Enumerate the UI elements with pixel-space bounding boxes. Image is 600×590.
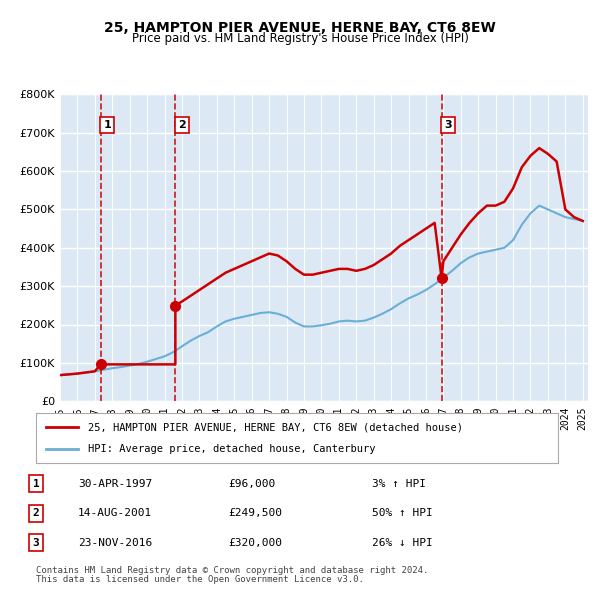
Text: Price paid vs. HM Land Registry's House Price Index (HPI): Price paid vs. HM Land Registry's House … bbox=[131, 32, 469, 45]
Text: 2: 2 bbox=[32, 509, 40, 518]
Text: 25, HAMPTON PIER AVENUE, HERNE BAY, CT6 8EW: 25, HAMPTON PIER AVENUE, HERNE BAY, CT6 … bbox=[104, 21, 496, 35]
Text: 3% ↑ HPI: 3% ↑ HPI bbox=[372, 479, 426, 489]
Text: 25, HAMPTON PIER AVENUE, HERNE BAY, CT6 8EW (detached house): 25, HAMPTON PIER AVENUE, HERNE BAY, CT6 … bbox=[88, 422, 463, 432]
Text: 1: 1 bbox=[103, 120, 111, 130]
Text: 3: 3 bbox=[32, 538, 40, 548]
Text: 30-APR-1997: 30-APR-1997 bbox=[78, 479, 152, 489]
Text: £249,500: £249,500 bbox=[228, 509, 282, 518]
Text: Contains HM Land Registry data © Crown copyright and database right 2024.: Contains HM Land Registry data © Crown c… bbox=[36, 566, 428, 575]
Text: 23-NOV-2016: 23-NOV-2016 bbox=[78, 538, 152, 548]
Text: 14-AUG-2001: 14-AUG-2001 bbox=[78, 509, 152, 518]
Text: £320,000: £320,000 bbox=[228, 538, 282, 548]
Text: 2: 2 bbox=[178, 120, 186, 130]
Text: HPI: Average price, detached house, Canterbury: HPI: Average price, detached house, Cant… bbox=[88, 444, 376, 454]
Text: 50% ↑ HPI: 50% ↑ HPI bbox=[372, 509, 433, 518]
Text: This data is licensed under the Open Government Licence v3.0.: This data is licensed under the Open Gov… bbox=[36, 575, 364, 584]
Text: 3: 3 bbox=[444, 120, 452, 130]
Text: 1: 1 bbox=[32, 479, 40, 489]
Text: £96,000: £96,000 bbox=[228, 479, 275, 489]
Text: 26% ↓ HPI: 26% ↓ HPI bbox=[372, 538, 433, 548]
